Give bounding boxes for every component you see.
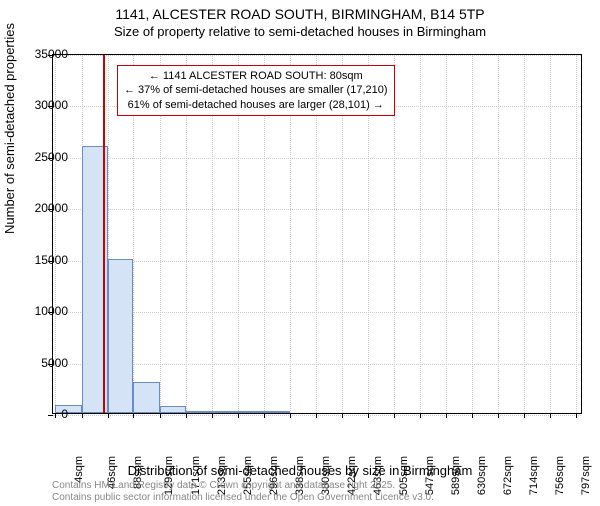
grid-line-x	[576, 55, 577, 413]
annotation-line-2: ← 37% of semi-detached houses are smalle…	[124, 83, 388, 97]
x-tick-mark	[212, 413, 213, 418]
grid-line-x	[472, 55, 473, 413]
y-tick-label: 0	[22, 407, 68, 421]
footer-line-1: Contains HM Land Registry data © Crown c…	[52, 480, 434, 492]
plot-area: ← 1141 ALCESTER ROAD SOUTH: 80sqm← 37% o…	[52, 54, 582, 414]
footer-attribution: Contains HM Land Registry data © Crown c…	[52, 480, 434, 504]
histogram-bar	[160, 406, 186, 413]
x-tick-mark	[472, 413, 473, 418]
x-tick-mark	[420, 413, 421, 418]
histogram-bar	[186, 411, 212, 413]
x-tick-mark	[82, 413, 83, 418]
histogram-bar	[212, 411, 238, 413]
grid-line-x	[524, 55, 525, 413]
annotation-line-1: ← 1141 ALCESTER ROAD SOUTH: 80sqm	[124, 69, 388, 83]
x-tick-mark	[316, 413, 317, 418]
y-axis-label: Number of semi-detached properties	[2, 23, 17, 234]
x-tick-mark	[264, 413, 265, 418]
y-tick-label: 30000	[22, 98, 68, 112]
footer-line-2: Contains public sector information licen…	[52, 492, 434, 504]
grid-line-x	[420, 55, 421, 413]
chart-subtitle: Size of property relative to semi-detach…	[0, 24, 600, 39]
x-tick-mark	[576, 413, 577, 418]
chart-title: 1141, ALCESTER ROAD SOUTH, BIRMINGHAM, B…	[0, 6, 600, 22]
histogram-bar	[264, 411, 290, 413]
x-tick-mark	[186, 413, 187, 418]
x-tick-mark	[550, 413, 551, 418]
annotation-line-3: 61% of semi-detached houses are larger (…	[124, 98, 388, 112]
x-tick-mark	[394, 413, 395, 418]
grid-line-x	[550, 55, 551, 413]
y-tick-label: 5000	[22, 356, 68, 370]
x-tick-mark	[238, 413, 239, 418]
x-tick-mark	[290, 413, 291, 418]
y-tick-label: 25000	[22, 150, 68, 164]
x-tick-mark	[368, 413, 369, 418]
x-tick-mark	[524, 413, 525, 418]
histogram-bar	[108, 259, 134, 413]
histogram-bar	[133, 382, 159, 413]
y-tick-label: 20000	[22, 201, 68, 215]
y-tick-label: 35000	[22, 47, 68, 61]
x-tick-mark	[108, 413, 109, 418]
y-tick-label: 15000	[22, 253, 68, 267]
property-marker-line	[103, 55, 105, 413]
y-tick-label: 10000	[22, 304, 68, 318]
grid-line-x	[498, 55, 499, 413]
x-tick-mark	[342, 413, 343, 418]
histogram-bar	[238, 411, 264, 413]
x-tick-mark	[446, 413, 447, 418]
grid-line-x	[446, 55, 447, 413]
x-axis-label: Distribution of semi-detached houses by …	[0, 463, 600, 478]
chart-container: 1141, ALCESTER ROAD SOUTH, BIRMINGHAM, B…	[0, 6, 600, 506]
x-tick-mark	[498, 413, 499, 418]
x-tick-mark	[133, 413, 134, 418]
annotation-box: ← 1141 ALCESTER ROAD SOUTH: 80sqm← 37% o…	[117, 65, 395, 116]
x-tick-mark	[160, 413, 161, 418]
